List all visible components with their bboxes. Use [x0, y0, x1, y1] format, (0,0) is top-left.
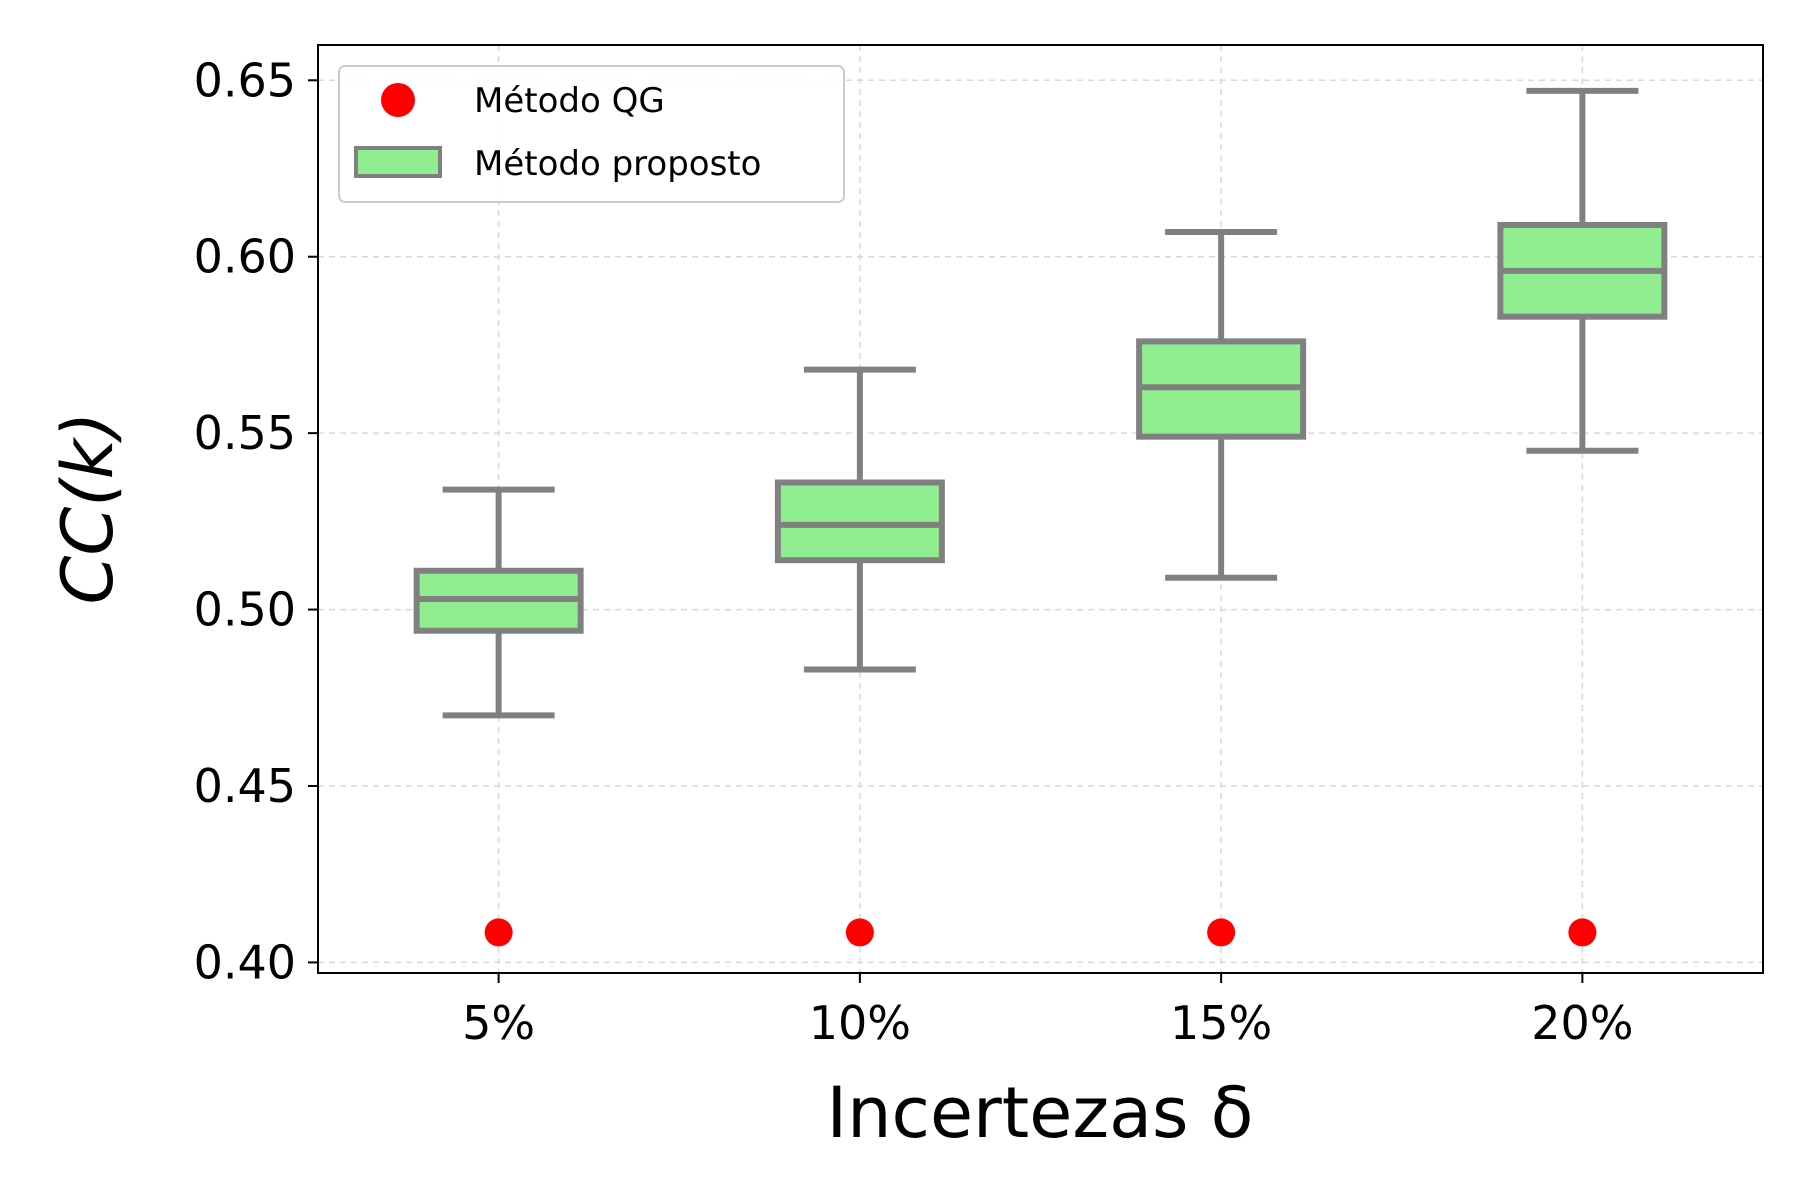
box-series-proposto	[413, 87, 1668, 719]
x-axis-ticks: 5% 10% 15% 20%	[462, 973, 1634, 1050]
y-tick-label: 0.65	[194, 53, 296, 107]
x-tick-label: 5%	[462, 996, 535, 1050]
legend: Método QG Método proposto	[338, 65, 845, 203]
legend-frame	[338, 65, 845, 203]
x-axis-label: Incertezas δ	[826, 1072, 1253, 1154]
box-iqr	[774, 479, 945, 564]
scatter-series-qg	[484, 918, 1597, 947]
plot-area-frame	[317, 44, 1764, 974]
qg-point	[484, 918, 513, 947]
qg-point	[1207, 918, 1236, 947]
legend-label-qg: Método QG	[474, 81, 665, 121]
legend-marker-qg	[381, 83, 415, 117]
x-tick-label: 15%	[1170, 996, 1272, 1050]
qg-point	[845, 918, 874, 947]
y-tick-label: 0.45	[194, 759, 296, 813]
y-axis-label: CC(k)	[47, 412, 129, 605]
x-tick-label: 20%	[1531, 996, 1633, 1050]
y-tick-label: 0.55	[194, 406, 296, 460]
y-tick-label: 0.40	[194, 935, 296, 989]
y-tick-label: 0.50	[194, 583, 296, 637]
y-axis-ticks: 0.40 0.45 0.50 0.55 0.60 0.65	[194, 53, 318, 989]
legend-label-proposto: Método proposto	[474, 144, 761, 184]
y-tick-label: 0.60	[194, 230, 296, 284]
qg-point	[1568, 918, 1597, 947]
x-tick-label: 10%	[809, 996, 911, 1050]
legend-marker-proposto	[354, 146, 442, 178]
